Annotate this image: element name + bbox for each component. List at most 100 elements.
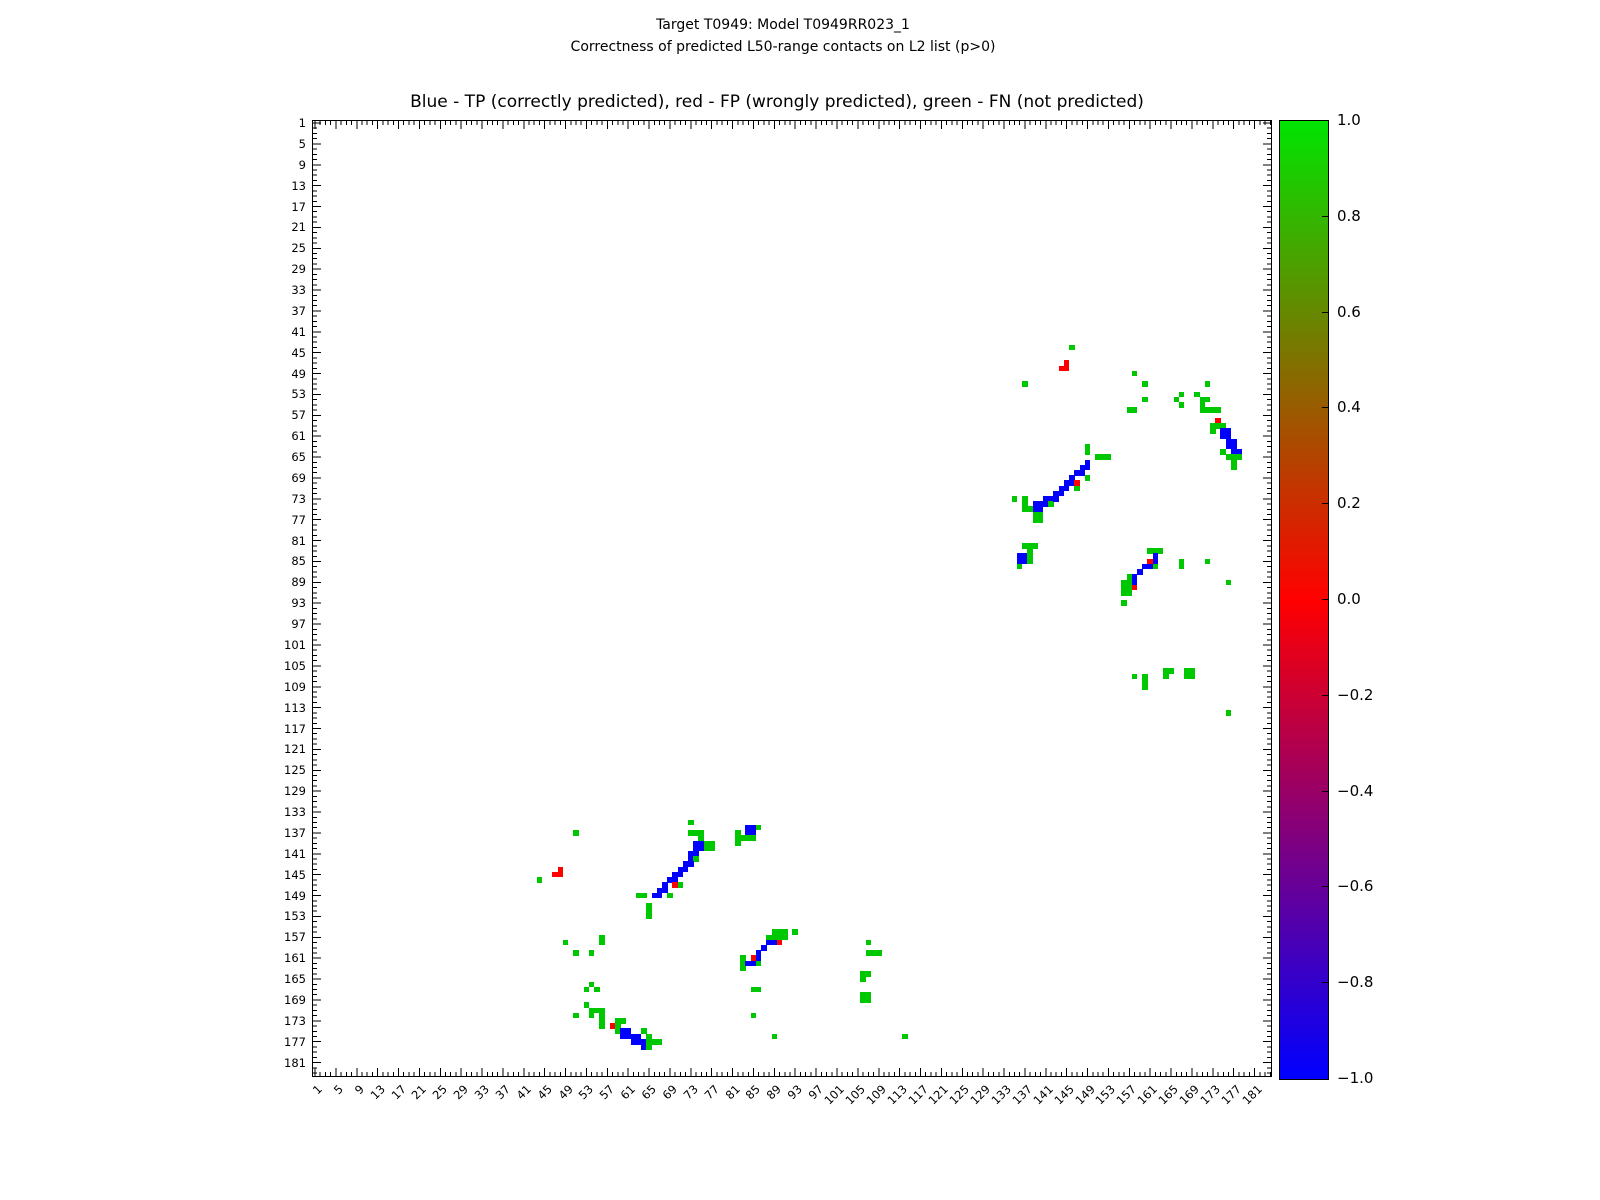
contact-cell-tp: [1142, 563, 1148, 570]
y-tick-label: 165: [284, 972, 306, 987]
contact-cell-fp: [776, 939, 783, 946]
y-tick-label: 9: [298, 157, 306, 172]
contact-cell-fn: [646, 1038, 652, 1045]
contact-cell-fn: [1168, 668, 1174, 674]
contact-cell-tp: [667, 877, 673, 883]
contact-cell-tp: [1048, 496, 1054, 502]
contact-cell-fn: [646, 903, 652, 909]
colorbar-tick-label: 0.0: [1337, 590, 1361, 608]
contact-cell-fn: [755, 824, 762, 831]
y-tick-label: 153: [284, 909, 306, 924]
contact-cell-tp: [625, 1033, 631, 1040]
contact-cell-fn: [1142, 396, 1148, 403]
contact-cell-fp: [1215, 417, 1221, 424]
colorbar-tick-label: 1.0: [1337, 111, 1361, 129]
contact-cell-fn: [1194, 391, 1200, 398]
contact-cell-fn: [641, 1028, 647, 1035]
contact-cell-tp: [1022, 558, 1028, 565]
contact-cell-tp: [755, 950, 762, 956]
contact-cell-tp: [750, 824, 757, 831]
contact-cell-tp: [1230, 438, 1237, 445]
contact-cell-fn: [1027, 543, 1033, 549]
contact-cell-fn: [1204, 396, 1211, 403]
contact-cell-fp: [1058, 365, 1065, 372]
y-tick-label: 129: [284, 784, 306, 799]
contact-cell-tp: [625, 1028, 631, 1035]
contact-cell-fn: [1236, 454, 1242, 460]
contact-cell-tp: [750, 830, 757, 836]
contact-cell-fn: [1220, 449, 1227, 455]
contact-cell-fn: [693, 856, 699, 862]
contact-cell-tp: [656, 887, 663, 894]
contact-cell-fn: [1163, 673, 1169, 680]
y-tick-label: 173: [284, 1013, 306, 1028]
contact-cell-fn: [1032, 511, 1039, 518]
colorbar-tick-label: −0.4: [1337, 781, 1374, 800]
contact-cell-tp: [1084, 464, 1091, 471]
colorbar-tick-label: −0.2: [1337, 685, 1374, 704]
contact-cell-fn: [771, 929, 778, 935]
contact-cell-tp: [1131, 579, 1138, 586]
y-tick-label: 41: [291, 324, 306, 339]
y-tick-label: 181: [284, 1055, 306, 1070]
contact-cell-fn: [536, 877, 543, 883]
contact-cell-fn: [1230, 454, 1237, 460]
contact-cell-fn: [614, 1028, 621, 1035]
contact-cell-fn: [1204, 407, 1211, 413]
contact-cell-fn: [1189, 668, 1195, 674]
contact-cell-tp: [682, 861, 689, 868]
colorbar-tick-label: −0.8: [1337, 973, 1374, 992]
contact-cell-fn: [1199, 396, 1206, 403]
contact-cell-fn: [708, 845, 715, 852]
contact-cell-fn: [740, 835, 746, 841]
contact-cell-fn: [1142, 678, 1148, 685]
contact-cell-tp: [688, 856, 694, 862]
contact-cell-tp: [635, 1033, 642, 1040]
contact-cell-fp: [609, 1023, 616, 1029]
contact-cell-fn: [1126, 579, 1133, 586]
contact-cell-fn: [1048, 501, 1054, 507]
contact-cell-fn: [782, 929, 788, 935]
contact-cell-tp: [1037, 506, 1044, 513]
contact-cell-fn: [740, 955, 746, 961]
contact-cell-fn: [646, 1033, 652, 1040]
contact-cell-tp: [1016, 553, 1023, 560]
contact-cell-tp: [1058, 485, 1065, 492]
contact-cell-fn: [1126, 574, 1133, 580]
contact-cell-tp: [771, 939, 778, 946]
y-tick-label: 149: [284, 888, 306, 903]
contact-cell-fn: [1126, 584, 1133, 591]
contact-cell-fn: [1142, 673, 1148, 680]
contact-cell-fn: [1022, 496, 1028, 502]
contact-cell-fn: [1204, 558, 1211, 565]
contact-cell-fn: [902, 1033, 908, 1040]
contact-cell-fn: [740, 960, 746, 967]
contact-cell-fn: [1095, 454, 1101, 460]
contact-cell-fn: [782, 934, 788, 941]
y-tick-label: 161: [284, 951, 306, 966]
contact-cell-fn: [1037, 511, 1044, 518]
contact-cell-tp: [630, 1038, 637, 1045]
y-tick-label: 69: [291, 470, 306, 485]
contact-cell-fn: [1032, 516, 1039, 523]
contact-cell-fn: [865, 991, 872, 998]
y-tick-label: 93: [291, 596, 306, 611]
y-tick-label: 125: [284, 763, 306, 778]
contact-cell-fn: [1199, 407, 1206, 413]
contact-cell-fn: [865, 997, 872, 1003]
figure-subtitle: Correctness of predicted L50-range conta…: [570, 39, 996, 55]
y-tick-label: 145: [284, 867, 306, 882]
contact-cell-tp: [641, 1044, 647, 1050]
contact-cell-fn: [583, 1002, 590, 1008]
contact-cell-tp: [651, 892, 658, 899]
contact-cell-fn: [1210, 428, 1216, 434]
contact-cell-tp: [693, 851, 699, 857]
contact-cell-fn: [1178, 391, 1185, 398]
contact-cell-fn: [1027, 548, 1033, 554]
axes-title: Blue - TP (correctly predicted), red - F…: [410, 92, 1144, 112]
y-tick-label: 73: [291, 491, 306, 506]
colorbar-tick: [1322, 215, 1328, 217]
contact-cell-fn: [1011, 496, 1018, 502]
contact-cell-tp: [693, 845, 699, 852]
y-tick-label: 85: [291, 554, 306, 569]
